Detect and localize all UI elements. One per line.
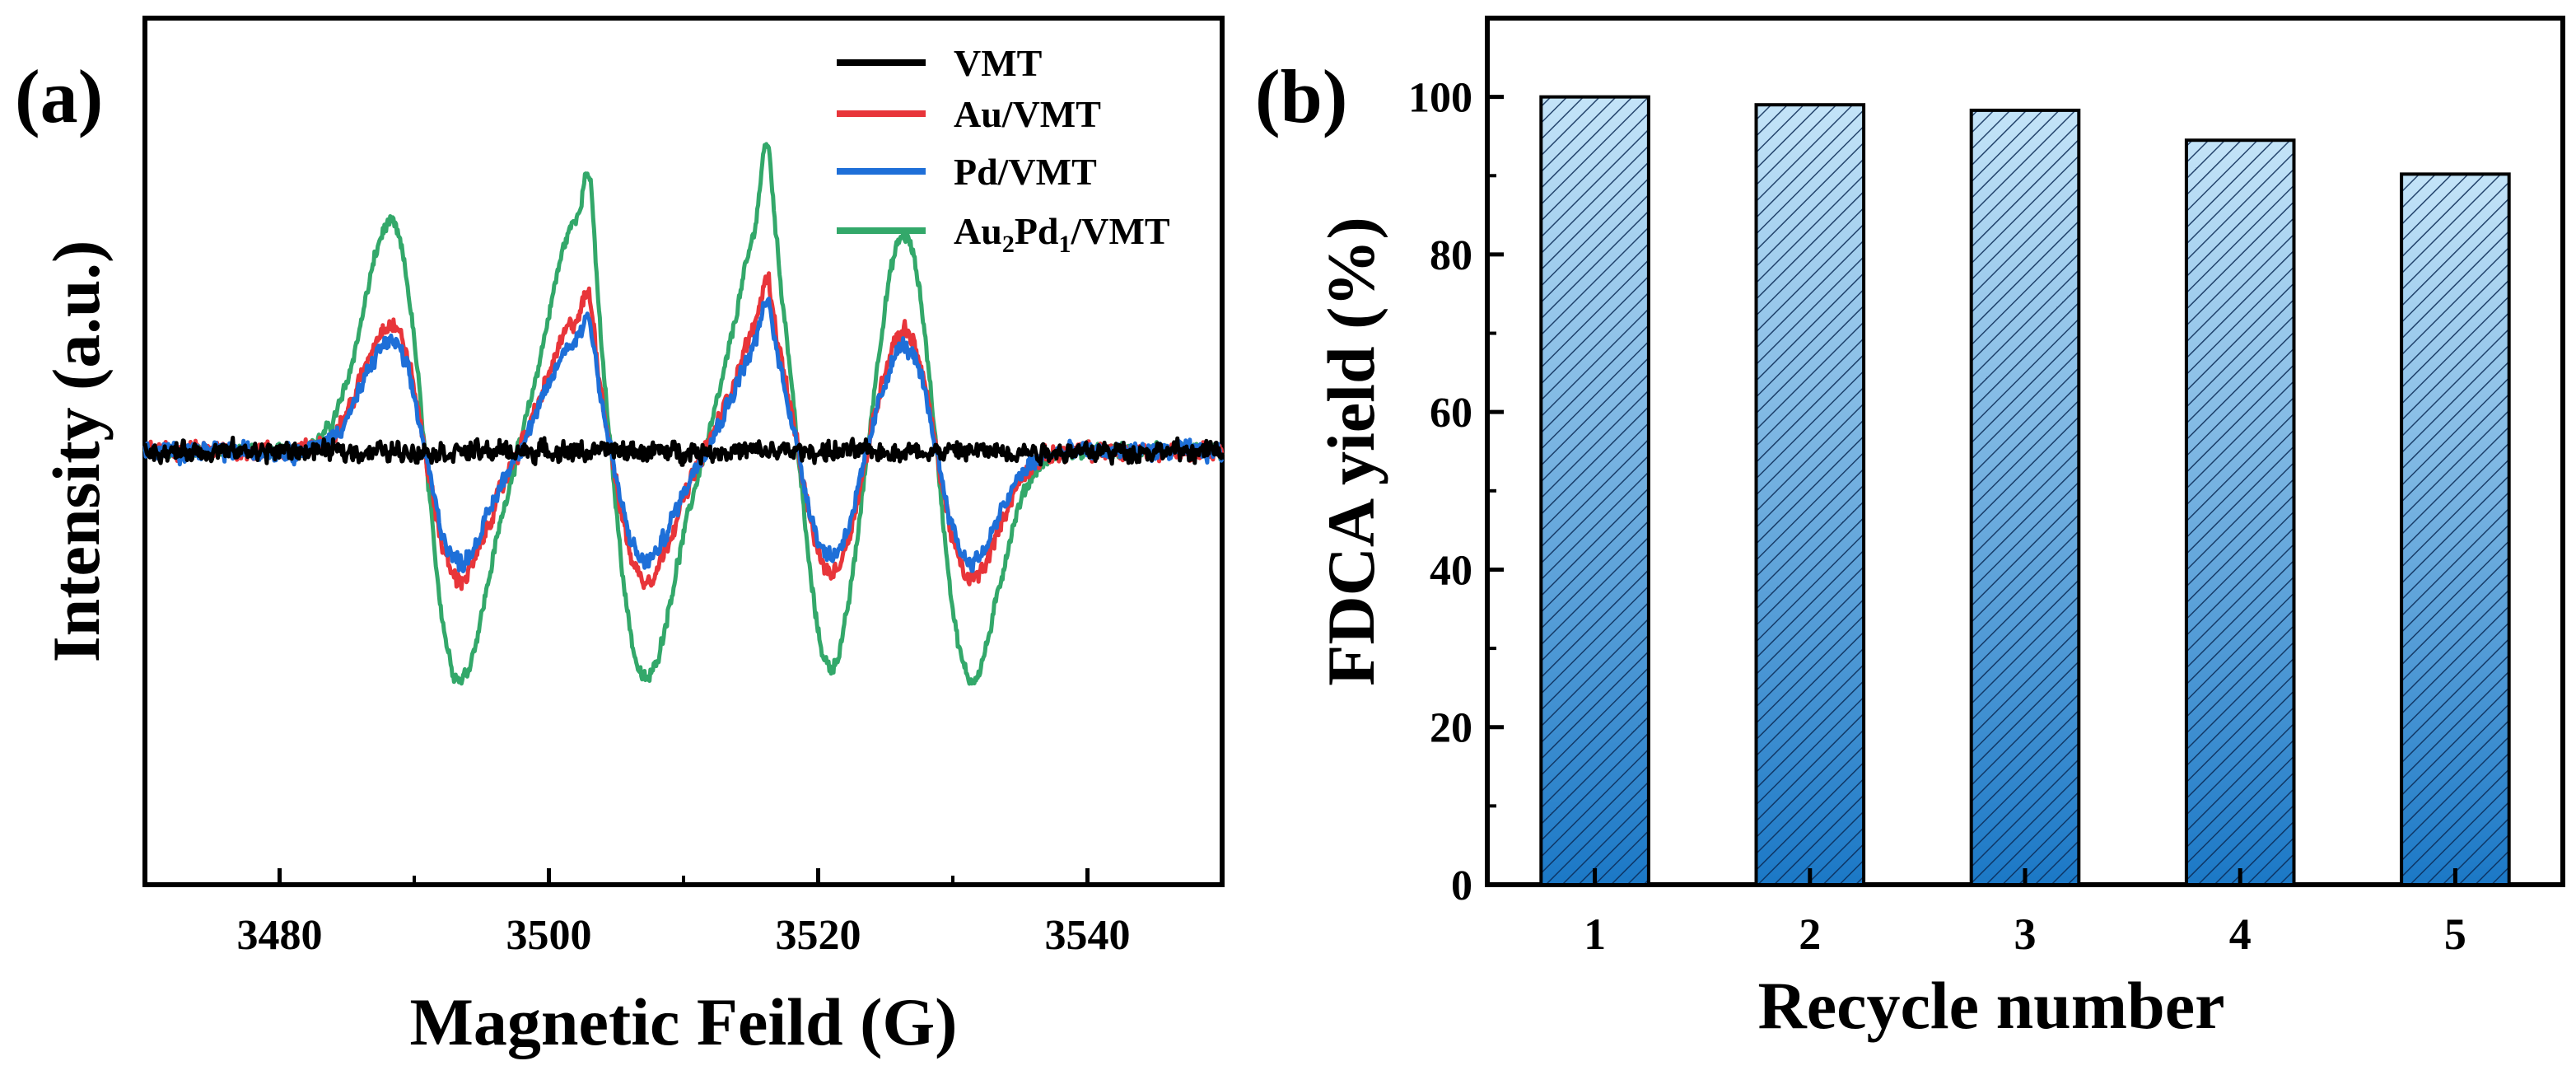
panel-b-fdca-recycle: (b) 0 20 40 60 80 100 1 2 3 4 5 Recycle number FD… [1255,16,2565,1043]
panel-a-x-axis: 3480 3500 3520 3540 [143,868,1224,959]
legend-label-pd-vmt: Pd/VMT [954,151,1097,193]
legend-au2pd1-sub-2: 2 [1002,231,1015,258]
legend-label-vmt: VMT [954,42,1042,84]
bar-hatch-5 [2401,174,2509,886]
bar-hatch-2 [1756,105,1864,885]
legend-au2pd1-part-pd: Pd [1015,210,1059,252]
x-tick-label: 3 [2014,909,2037,959]
panel-b-y-axis-title: FDCA yield (%) [1314,217,1388,685]
legend-au2pd1-part-vmt: /VMT [1071,210,1170,252]
panel-a-label: (a) [15,54,103,138]
panel-b-y-axis: 0 20 40 60 80 100 [1408,75,1504,909]
y-tick-label: 20 [1430,705,1472,752]
legend-au2pd1-part-au: Au [954,210,1002,252]
panel-a-y-axis-title: Intensity (a.u.) [39,241,114,663]
y-tick-label: 40 [1430,547,1472,594]
x-tick-label: 4 [2229,909,2252,959]
panel-a-series-group [142,142,1225,686]
legend-label-au-vmt: Au/VMT [954,93,1101,135]
panel-a-legend: VMT Au/VMT Pd/VMT Au2Pd1/VMT [837,42,1170,258]
bar-hatch-4 [2186,140,2294,886]
y-tick-label: 80 [1430,232,1472,279]
series-vmt-line [142,435,1225,467]
panel-b-x-axis-title: Recycle number [1758,968,2225,1043]
legend-label-au2pd1-vmt: Au2Pd1/VMT [954,210,1170,258]
panel-a-esr-spectrum: (a) 3480 3500 3520 3540 Magnetic Feild (G) … [15,16,1225,1059]
x-tick-label: 1 [1584,909,1606,959]
panel-b-label: (b) [1255,54,1347,138]
bar-hatch-1 [1541,96,1649,886]
x-tick-label: 2 [1799,909,1821,959]
panel-a-x-axis-title: Magnetic Feild (G) [410,984,958,1059]
series-au2pd1-vmt-line [142,142,1225,686]
y-tick-label: 0 [1451,862,1472,909]
x-tick-label: 3500 [506,912,592,959]
x-tick-label: 3520 [776,912,861,959]
y-tick-label: 100 [1408,75,1472,122]
x-tick-label: 5 [2444,909,2466,959]
legend-au2pd1-sub-1: 1 [1059,231,1071,258]
y-tick-label: 60 [1430,390,1472,437]
panel-b-bars-group [1539,95,2511,887]
bar-hatch-3 [1971,110,2079,886]
x-tick-label: 3540 [1045,912,1131,959]
x-tick-label: 3480 [237,912,323,959]
panel-b-x-axis: 1 2 3 4 5 [1584,868,2466,959]
